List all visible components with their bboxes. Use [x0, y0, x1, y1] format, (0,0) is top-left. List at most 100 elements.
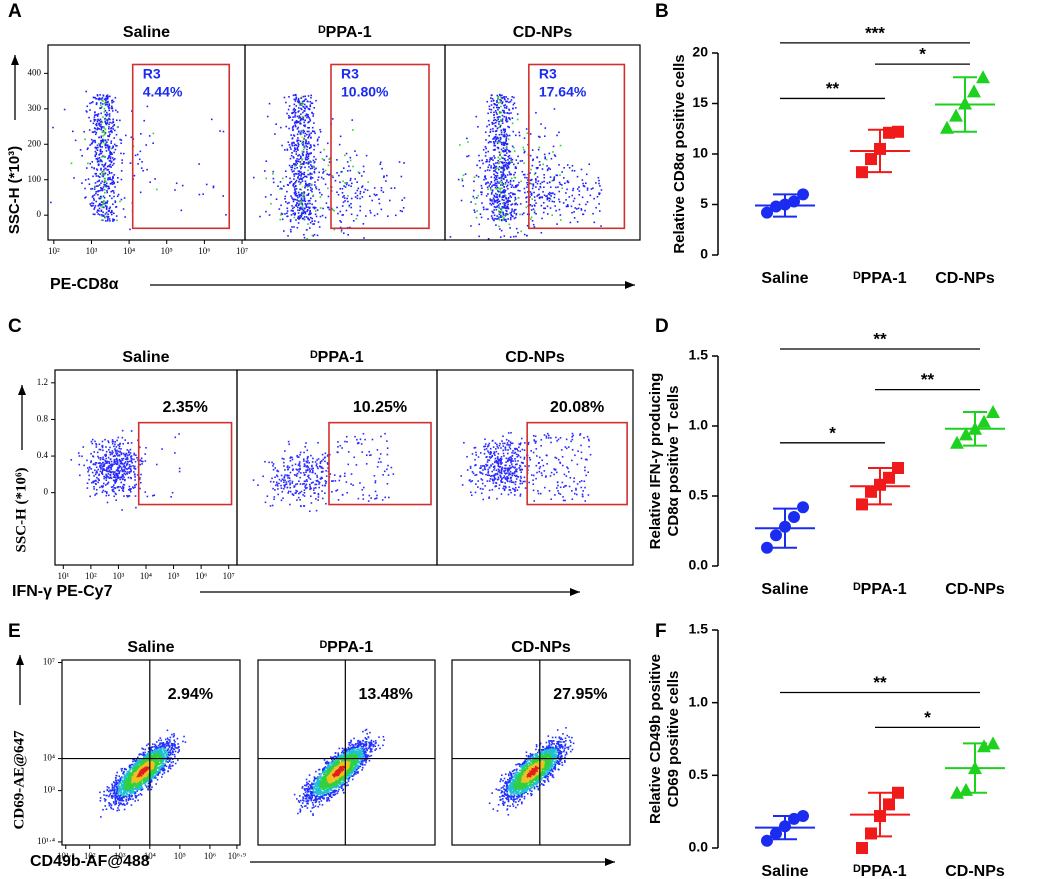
x-tick-label: 10⁷: [236, 246, 248, 256]
cell-dot: [495, 171, 498, 174]
cell-dot: [361, 488, 364, 491]
cell-dot: [499, 101, 502, 104]
cell-dot: [281, 144, 283, 147]
cell-dot: [498, 207, 501, 209]
y-tick-label: 10⁴: [43, 753, 55, 763]
cell-dot: [518, 446, 520, 449]
cell-dot: [252, 479, 255, 481]
cell-dot: [299, 155, 302, 158]
x-tick-label: 10⁵: [174, 851, 186, 861]
cell-dot: [301, 117, 303, 120]
cell-dot: [137, 756, 139, 759]
cell-dot: [321, 484, 324, 487]
cell-dot: [475, 451, 477, 454]
cell-dot: [105, 477, 108, 479]
cell-dot: [598, 193, 600, 196]
cell-dot: [513, 217, 516, 220]
y-axis-label: SSC-H (*10³): [6, 146, 23, 234]
cell-dot: [139, 191, 142, 194]
x-tick-label: 10²: [85, 571, 97, 581]
cell-dot: [504, 142, 506, 145]
cell-dot: [117, 450, 120, 453]
cell-dot: [111, 107, 113, 109]
cell-dot: [104, 143, 106, 146]
cell-dot: [504, 128, 507, 131]
cell-dot: [298, 468, 301, 471]
cell-dot: [573, 217, 576, 219]
cell-dot: [303, 110, 305, 112]
cell-dot: [162, 759, 165, 762]
cell-dot: [489, 198, 491, 200]
cell-dot: [313, 122, 315, 124]
cell-dot: [112, 146, 114, 148]
cell-dot: [307, 121, 309, 124]
cell-dot: [498, 93, 501, 96]
cell-dot: [108, 195, 111, 197]
cell-dot: [97, 193, 99, 196]
cell-dot: [98, 123, 100, 126]
cell-dot: [99, 464, 101, 467]
cell-dot: [324, 460, 326, 463]
cell-dot: [298, 463, 301, 466]
data-point: [986, 405, 1000, 418]
cell-dot: [113, 218, 116, 221]
cell-dot: [523, 151, 526, 154]
cell-dot: [494, 454, 496, 456]
cell-dot: [112, 451, 114, 454]
cell-dot: [94, 182, 97, 184]
cell-dot: [524, 442, 526, 444]
cell-dot: [102, 173, 105, 175]
cell-dot: [386, 174, 388, 177]
cell-dot: [305, 153, 308, 156]
cell-dot: [543, 186, 545, 189]
cell-dot: [309, 213, 312, 215]
cell-dot: [349, 159, 352, 162]
cell-dot: [110, 147, 113, 150]
cell-dot: [96, 149, 99, 151]
cell-dot: [313, 148, 315, 151]
cell-dot: [502, 195, 504, 197]
cell-dot: [298, 492, 300, 495]
cell-dot: [499, 442, 501, 445]
cell-dot: [512, 103, 515, 106]
cell-dot: [297, 142, 299, 145]
cell-dot: [91, 101, 94, 103]
cell-dot: [133, 792, 136, 795]
cell-dot: [379, 161, 382, 164]
cell-dot: [79, 149, 82, 151]
cell-dot: [108, 218, 111, 220]
cell-dot: [514, 198, 517, 201]
cell-dot: [374, 194, 377, 197]
cell-dot: [287, 468, 289, 471]
cell-dot: [103, 130, 106, 133]
significance-label: ***: [865, 23, 885, 42]
cell-dot: [481, 159, 483, 162]
cell-dot: [293, 110, 296, 112]
cell-dot: [297, 99, 300, 101]
cell-dot: [555, 174, 558, 176]
cell-dot: [308, 468, 311, 470]
cell-dot: [506, 467, 509, 470]
cell-dot: [488, 169, 491, 172]
cell-dot: [503, 135, 506, 138]
cell-dot: [509, 183, 512, 186]
cell-dot: [595, 206, 597, 209]
cell-dot: [506, 478, 508, 481]
cell-dot: [498, 141, 500, 144]
cell-dot: [122, 457, 125, 460]
cell-dot: [321, 497, 324, 500]
cell-dot: [562, 202, 565, 204]
cell-dot: [556, 481, 559, 483]
cell-dot: [505, 461, 507, 463]
cell-dot: [164, 738, 167, 741]
cell-dot: [493, 451, 496, 453]
cell-dot: [301, 152, 304, 155]
cell-dot: [273, 498, 275, 501]
cell-dot: [155, 745, 158, 748]
cell-dot: [494, 206, 497, 209]
cell-dot: [297, 222, 300, 224]
cell-dot: [111, 110, 114, 112]
cell-dot: [304, 200, 307, 203]
cell-dot: [484, 145, 487, 148]
cell-dot: [348, 204, 351, 207]
